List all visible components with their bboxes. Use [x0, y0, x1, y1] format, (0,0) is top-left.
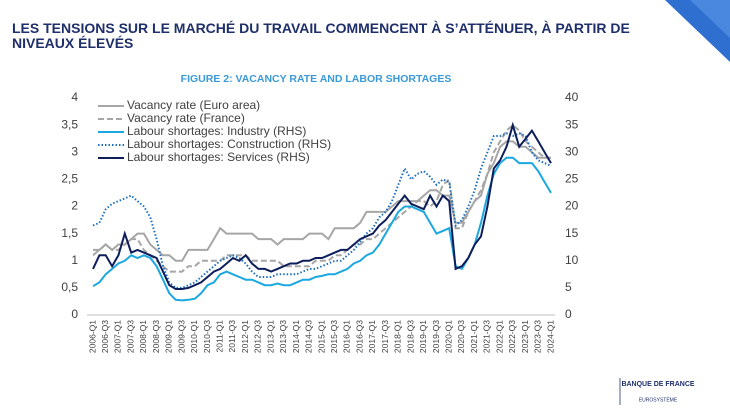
- series-line: [92, 121, 552, 290]
- yticks-label: 0,5: [61, 280, 78, 294]
- x-tick-label: 2021-Q1: [469, 320, 479, 353]
- x-tick-label: 2012-Q1: [240, 320, 250, 353]
- series-line: [93, 123, 551, 273]
- yticks-label: 1,5: [61, 226, 78, 240]
- y2ticks-label: 40: [565, 90, 579, 104]
- yticks-label: 2,5: [61, 172, 78, 186]
- series-line: [92, 132, 552, 289]
- y2ticks-label: 30: [565, 144, 579, 158]
- x-tick-label: 2008-Q3: [151, 320, 161, 353]
- yticks-label: 3,5: [61, 117, 78, 131]
- x-tick-label: 2017-Q1: [367, 320, 377, 353]
- x-tick-label: 2022-Q3: [507, 320, 517, 353]
- y2ticks-label: 15: [565, 226, 579, 240]
- y2ticks-label: 20: [565, 199, 579, 213]
- slide-title: LES TENSIONS SUR LE MARCHÉ DU TRAVAIL CO…: [12, 20, 630, 51]
- x-tick-label: 2008-Q1: [138, 320, 148, 353]
- yticks-label: 3: [71, 144, 78, 158]
- x-tick-label: 2020-Q3: [456, 320, 466, 353]
- x-tick-label: 2024-Q1: [545, 320, 555, 353]
- corner-decoration: [690, 0, 730, 38]
- x-tick-label: 2009-Q1: [164, 320, 174, 353]
- x-tick-label: 2009-Q3: [176, 320, 186, 353]
- legend-label: Labour shortages: Services (RHS): [127, 150, 310, 164]
- legend-label: Labour shortages: Industry (RHS): [127, 124, 306, 138]
- x-tick-label: 2020-Q1: [443, 320, 453, 353]
- legend-label: Vacancy rate (France): [127, 111, 245, 125]
- logo-sub: EUROSYSTÈME: [639, 396, 678, 403]
- x-tick-label: 2015-Q3: [329, 320, 339, 353]
- y2ticks-label: 35: [565, 117, 579, 131]
- yticks-label: 4: [71, 90, 78, 104]
- x-tick-label: 2022-Q1: [494, 320, 504, 353]
- x-tick-label: 2007-Q3: [125, 320, 135, 353]
- x-tick-label: 2006-Q3: [100, 320, 110, 353]
- x-tick-label: 2007-Q1: [113, 320, 123, 353]
- x-tick-label: 2013-Q1: [265, 320, 275, 353]
- x-tick-label: 2016-Q3: [354, 320, 364, 353]
- logo-name: BANQUE DE FRANCE: [621, 381, 694, 388]
- y2ticks-label: 0: [565, 307, 572, 321]
- x-tick-label: 2016-Q1: [342, 320, 352, 353]
- x-tick-label: 2023-Q3: [533, 320, 543, 353]
- x-tick-label: 2010-Q3: [202, 320, 212, 353]
- yticks-label: 2: [71, 199, 78, 213]
- legend-label: Vacancy rate (Euro area): [127, 98, 260, 112]
- x-tick-label: 2014-Q1: [291, 320, 301, 353]
- x-tick-label: 2017-Q3: [380, 320, 390, 353]
- legend-label: Labour shortages: Construction (RHS): [127, 137, 331, 151]
- y2ticks-label: 10: [565, 253, 579, 267]
- x-tick-label: 2023-Q1: [520, 320, 530, 353]
- figure-title: FIGURE 2: VACANCY RATE AND LABOR SHORTAG…: [181, 73, 452, 85]
- x-tick-label: 2006-Q1: [87, 320, 97, 353]
- x-tick-label: 2018-Q1: [393, 320, 403, 353]
- yticks-label: 1: [71, 253, 78, 267]
- x-tick-label: 2011-Q1: [214, 320, 224, 353]
- x-tick-label: 2012-Q3: [253, 320, 263, 353]
- y2ticks-label: 5: [565, 280, 572, 294]
- x-tick-label: 2010-Q1: [189, 320, 199, 353]
- y2ticks-label: 25: [565, 172, 579, 186]
- x-tick-label: 2011-Q3: [227, 320, 237, 353]
- yticks-label: 0: [71, 307, 78, 321]
- x-tick-label: 2018-Q3: [405, 320, 415, 353]
- x-tick-label: 2013-Q3: [278, 320, 288, 353]
- x-tick-label: 2021-Q3: [482, 320, 492, 353]
- legend-box: [95, 99, 338, 165]
- x-tick-label: 2014-Q3: [304, 320, 314, 353]
- x-tick-label: 2015-Q1: [316, 320, 326, 353]
- x-tick-label: 2019-Q1: [418, 320, 428, 353]
- x-tick-label: 2019-Q3: [431, 320, 441, 353]
